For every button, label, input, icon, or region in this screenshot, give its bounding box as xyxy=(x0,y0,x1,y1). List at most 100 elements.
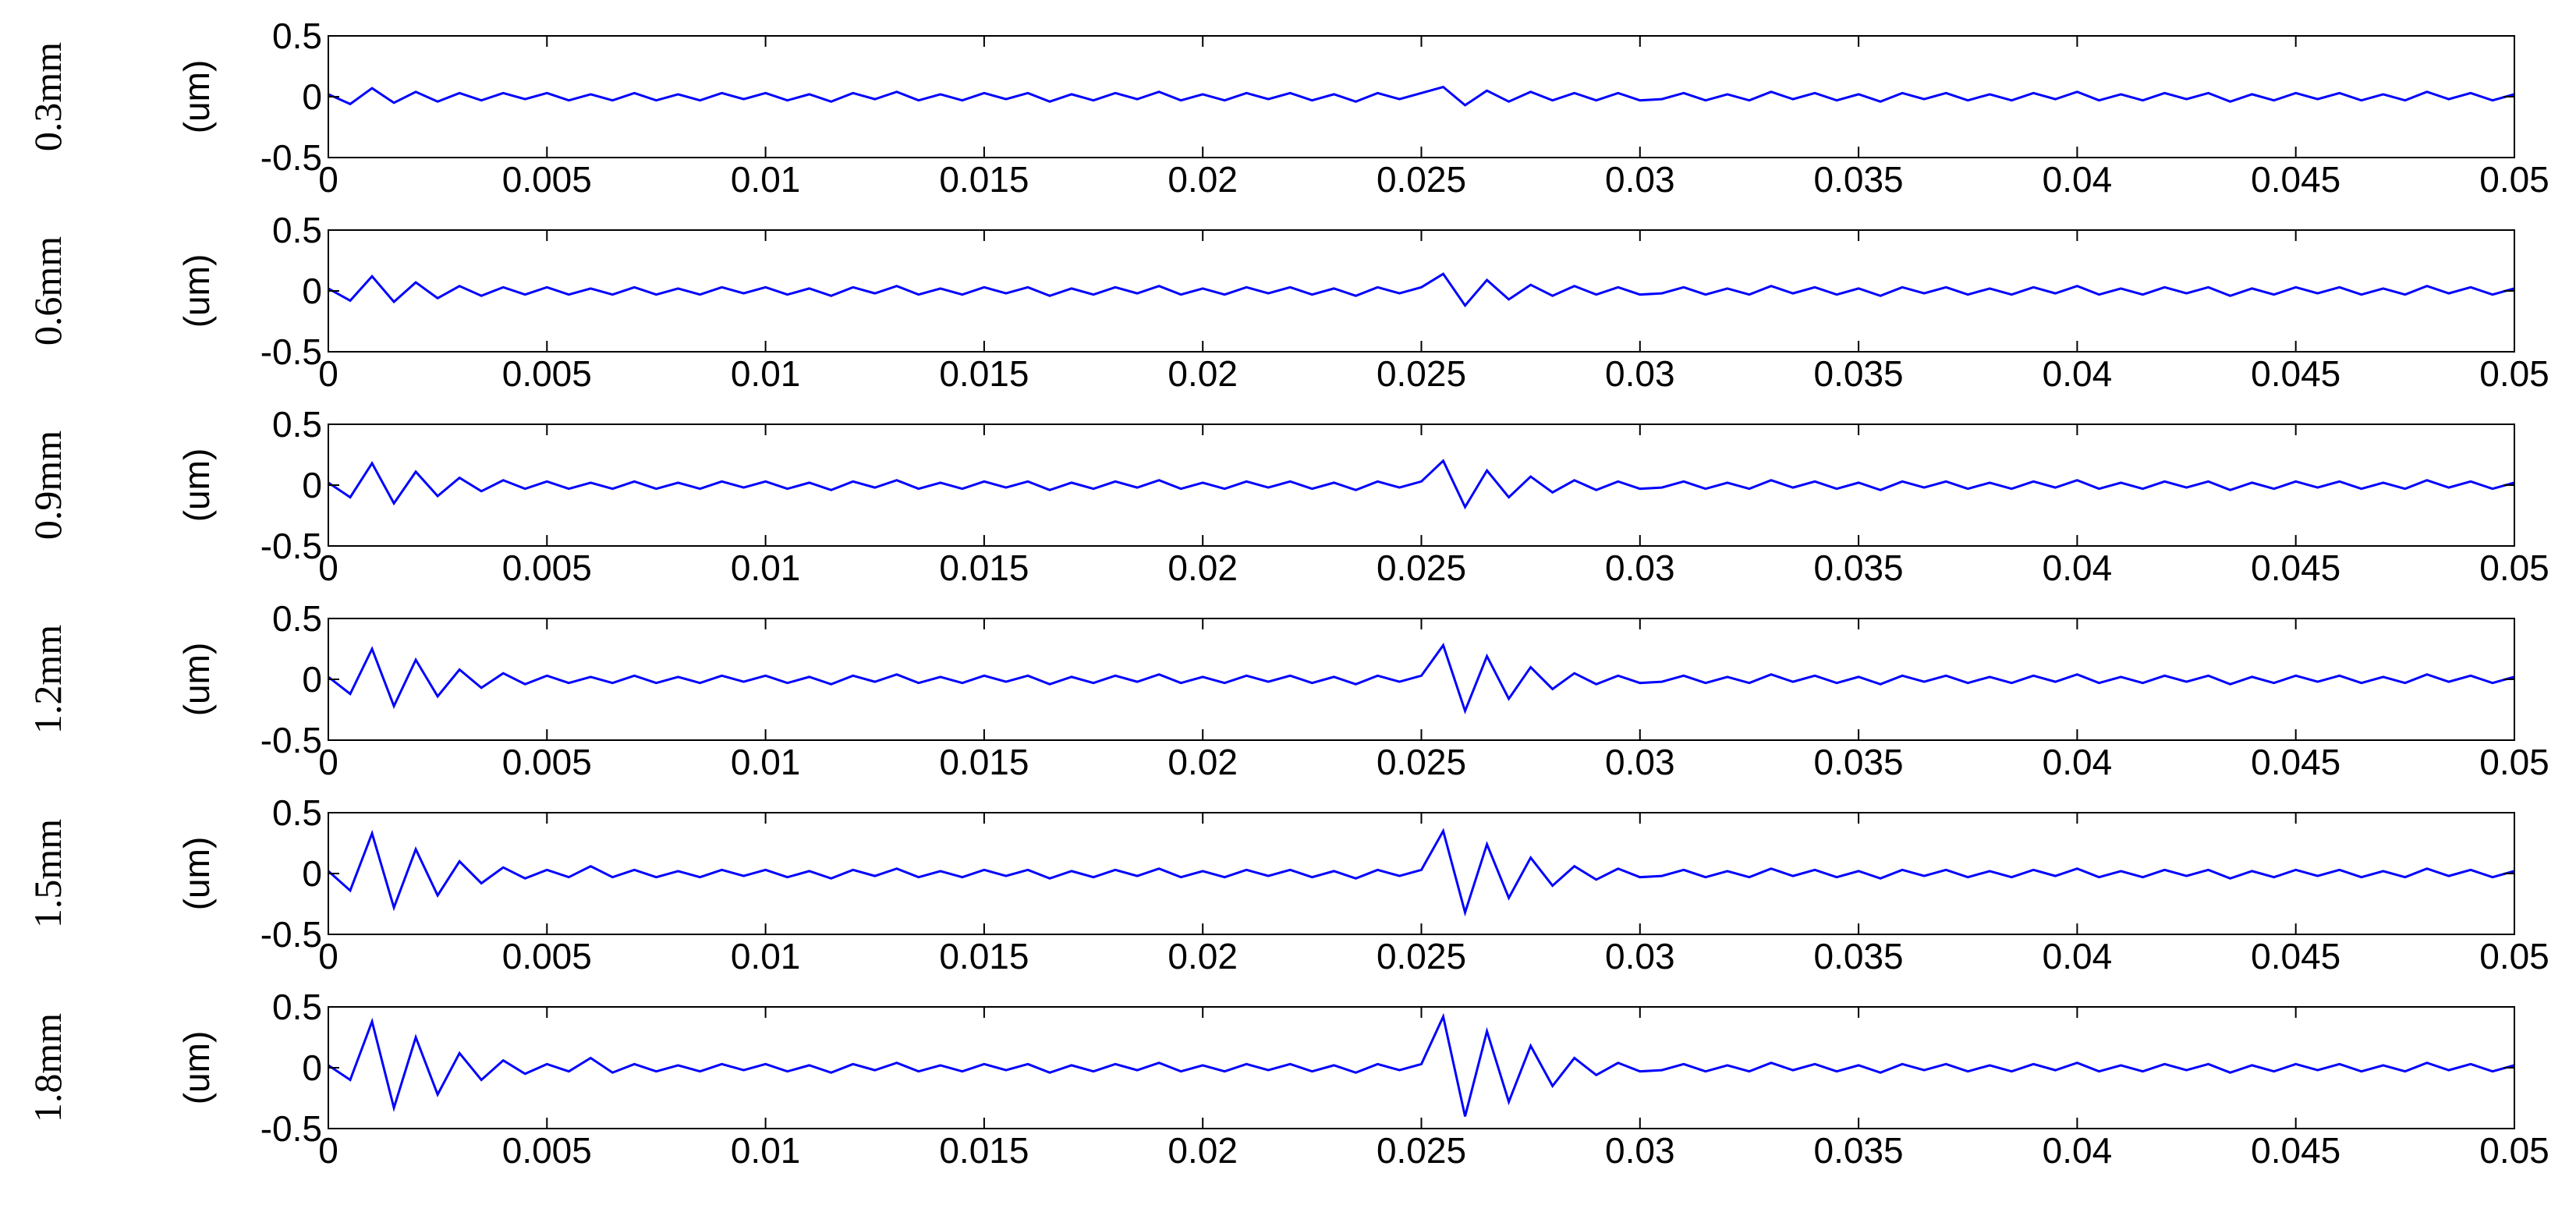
x-tick-label: 0.045 xyxy=(2251,548,2340,588)
x-tick-label: 0.015 xyxy=(939,353,1029,394)
x-tick-label: 0.05 xyxy=(2479,353,2549,394)
signal-line xyxy=(328,459,2515,510)
x-tick-label: 0.02 xyxy=(1168,159,1238,200)
plot-area xyxy=(328,230,2514,352)
x-tick-label: 0.005 xyxy=(502,159,592,200)
x-tick-label: 0.04 xyxy=(2043,742,2113,782)
x-tick-label: 0.01 xyxy=(731,353,801,394)
x-tick-label: 0.025 xyxy=(1377,353,1466,394)
x-tick-label: 0.025 xyxy=(1377,936,1466,976)
y-tick-label: 0 xyxy=(302,465,322,505)
x-tick-label: 0.045 xyxy=(2251,1130,2340,1171)
y-tick-label: -0.5 xyxy=(260,137,322,178)
x-tick-label: 0.015 xyxy=(939,936,1029,976)
y-tick-label: -0.5 xyxy=(260,914,322,955)
x-tick-label: 0.035 xyxy=(1814,548,1904,588)
x-tick-label: 0.045 xyxy=(2251,159,2340,200)
y-tick-label: 0 xyxy=(302,271,322,311)
y-tick-label: 0 xyxy=(302,659,322,700)
x-tick-label: 0.03 xyxy=(1605,742,1675,782)
row-label: 1.5mm xyxy=(26,819,69,928)
x-tick-label: 0.04 xyxy=(2043,353,2113,394)
y-tick-label: 0.5 xyxy=(272,16,322,56)
x-tick-label: 0.01 xyxy=(731,936,801,976)
subplot: 0 0.005 0.01 0.015 0.02 0.025 0.03 0.035 0.04 0.0… xyxy=(26,792,2549,976)
x-tick-label: 0.025 xyxy=(1377,742,1466,782)
x-tick-label: 0 xyxy=(318,548,338,588)
row-label: 0.6mm xyxy=(26,236,69,346)
x-tick-label: 0.01 xyxy=(731,159,801,200)
x-tick-label: 0 xyxy=(318,936,338,976)
x-tick-label: 0.05 xyxy=(2479,936,2549,976)
x-tick-label: 0.03 xyxy=(1605,548,1675,588)
y-tick-label: -0.5 xyxy=(260,720,322,760)
x-tick-label: 0.05 xyxy=(2479,548,2549,588)
x-tick-label: 0.045 xyxy=(2251,353,2340,394)
x-tick-label: 0.04 xyxy=(2043,1130,2113,1171)
x-tick-label: 0.02 xyxy=(1168,353,1238,394)
plot-area xyxy=(328,1007,2514,1129)
y-axis-label: (um) xyxy=(176,1031,217,1105)
subplot: 0 0.005 0.01 0.015 0.02 0.025 0.03 0.035 0.04 0.0… xyxy=(26,210,2549,394)
x-tick-label: 0.03 xyxy=(1605,353,1675,394)
x-tick-label: 0.03 xyxy=(1605,936,1675,976)
y-tick-label: 0.5 xyxy=(272,792,322,833)
x-tick-label: 0 xyxy=(318,353,338,394)
subplot: 0 0.005 0.01 0.015 0.02 0.025 0.03 0.035 0.04 0.0… xyxy=(26,404,2549,588)
x-tick-label: 0.015 xyxy=(939,159,1029,200)
y-tick-label: 0.5 xyxy=(272,598,322,639)
x-tick-label: 0 xyxy=(318,159,338,200)
y-axis-label: (um) xyxy=(176,254,217,328)
x-tick-label: 0.03 xyxy=(1605,1130,1675,1171)
y-axis-label: (um) xyxy=(176,448,217,523)
subplot: 0 0.005 0.01 0.015 0.02 0.025 0.03 0.035 0.04 0.0… xyxy=(26,598,2549,782)
x-tick-label: 0.035 xyxy=(1814,353,1904,394)
x-tick-label: 0.045 xyxy=(2251,742,2340,782)
x-tick-label: 0.035 xyxy=(1814,742,1904,782)
x-tick-label: 0 xyxy=(318,1130,338,1171)
signal-line xyxy=(328,85,2515,107)
signal-line xyxy=(328,828,2515,917)
x-tick-label: 0.015 xyxy=(939,548,1029,588)
y-axis-label: (um) xyxy=(176,60,217,134)
x-tick-label: 0.025 xyxy=(1377,1130,1466,1171)
x-tick-label: 0.01 xyxy=(731,1130,801,1171)
row-label: 0.3mm xyxy=(26,42,69,151)
x-tick-label: 0.035 xyxy=(1814,936,1904,976)
y-tick-label: 0 xyxy=(302,76,322,117)
x-tick-label: 0 xyxy=(318,742,338,782)
y-tick-label: 0.5 xyxy=(272,210,322,250)
x-tick-label: 0.005 xyxy=(502,353,592,394)
y-tick-label: 0 xyxy=(302,853,322,894)
x-tick-label: 0.05 xyxy=(2479,742,2549,782)
x-tick-label: 0.005 xyxy=(502,936,592,976)
x-tick-label: 0.04 xyxy=(2043,159,2113,200)
y-tick-label: -0.5 xyxy=(260,526,322,566)
x-tick-label: 0.005 xyxy=(502,742,592,782)
x-tick-label: 0.005 xyxy=(502,1130,592,1171)
x-tick-label: 0.035 xyxy=(1814,1130,1904,1171)
x-tick-label: 0.045 xyxy=(2251,936,2340,976)
row-label: 0.9mm xyxy=(26,431,69,540)
x-tick-label: 0.04 xyxy=(2043,936,2113,976)
plot-area xyxy=(328,813,2514,934)
x-tick-label: 0.025 xyxy=(1377,548,1466,588)
y-axis-label: (um) xyxy=(176,837,217,911)
x-tick-label: 0.02 xyxy=(1168,1130,1238,1171)
signal-line xyxy=(328,272,2515,308)
x-tick-label: 0.05 xyxy=(2479,159,2549,200)
x-tick-label: 0.005 xyxy=(502,548,592,588)
x-tick-label: 0.03 xyxy=(1605,159,1675,200)
y-tick-label: 0.5 xyxy=(272,404,322,445)
y-tick-label: -0.5 xyxy=(260,1108,322,1149)
y-tick-label: 0 xyxy=(302,1047,322,1088)
y-tick-label: -0.5 xyxy=(260,331,322,372)
x-tick-label: 0.04 xyxy=(2043,548,2113,588)
row-label: 1.2mm xyxy=(26,625,69,734)
x-tick-label: 0.015 xyxy=(939,742,1029,782)
plot-area xyxy=(328,36,2514,158)
x-tick-label: 0.02 xyxy=(1168,742,1238,782)
y-axis-label: (um) xyxy=(176,643,217,717)
